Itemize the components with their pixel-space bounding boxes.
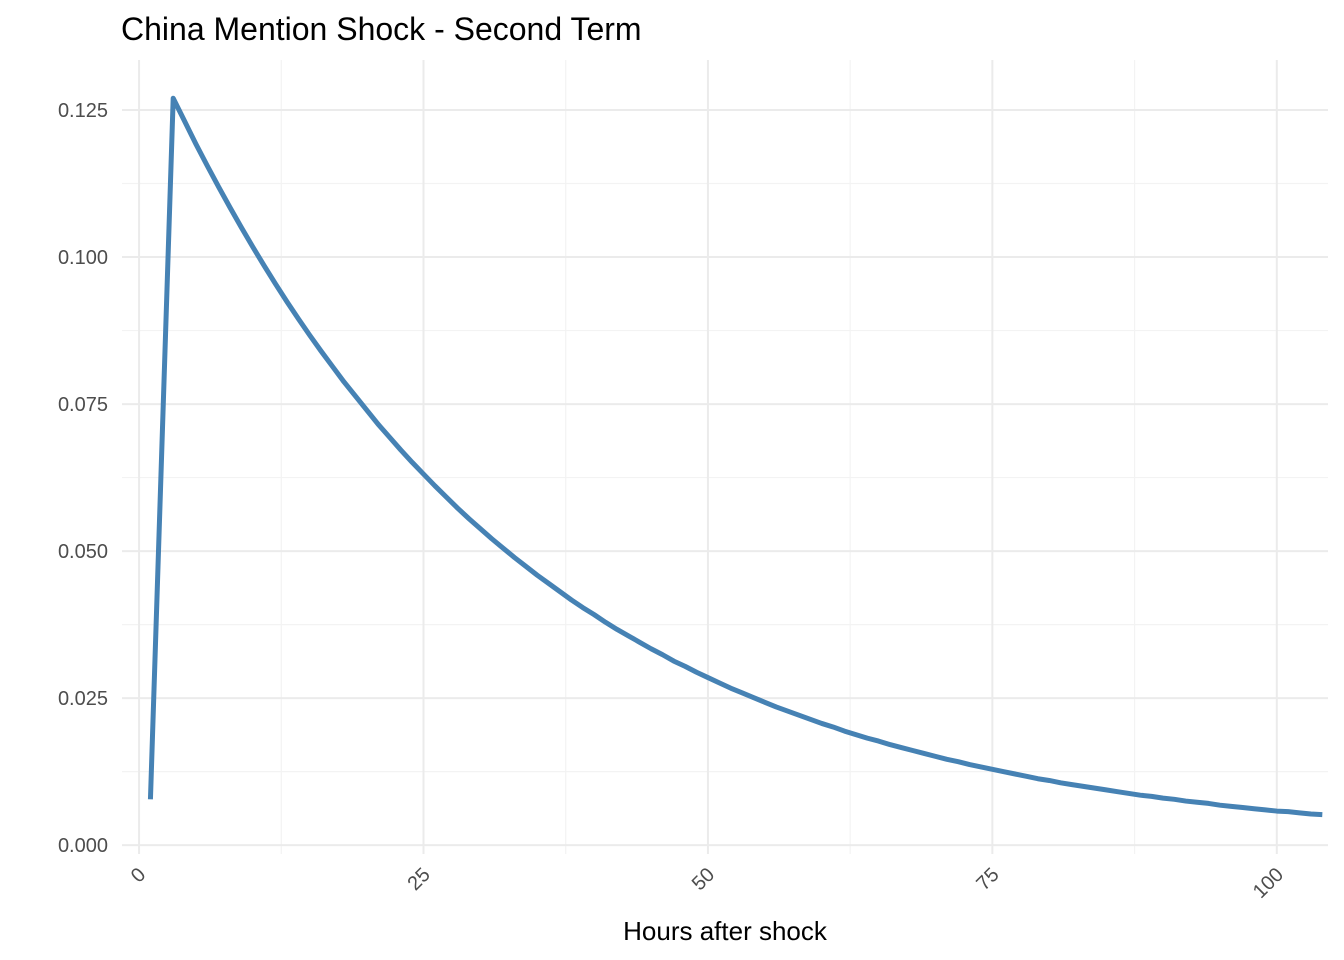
x-axis-title: Hours after shock [623,916,828,946]
y-tick-label: 0.075 [58,394,108,416]
y-tick-label: 0.125 [58,100,108,122]
series-line [147,95,1323,818]
y-tick-label: 0.025 [58,688,108,710]
plot-series [147,95,1323,818]
x-tick-label: 75 [972,864,1003,895]
chart-title: China Mention Shock - Second Term [121,11,642,47]
y-tick-label: 0.000 [58,835,108,857]
y-axis: 0.000 0.025 0.050 0.075 0.100 0.125 [58,100,108,857]
x-tick-label: 0 [127,864,150,887]
y-tick-label: 0.100 [58,247,108,269]
y-tick-label: 0.050 [58,541,108,563]
x-axis: 0 25 50 75 100 [127,864,1288,903]
x-tick-label: 100 [1249,864,1288,903]
plot-grid [122,60,1328,854]
x-tick-label: 50 [688,864,719,895]
x-tick-label: 25 [403,864,434,895]
